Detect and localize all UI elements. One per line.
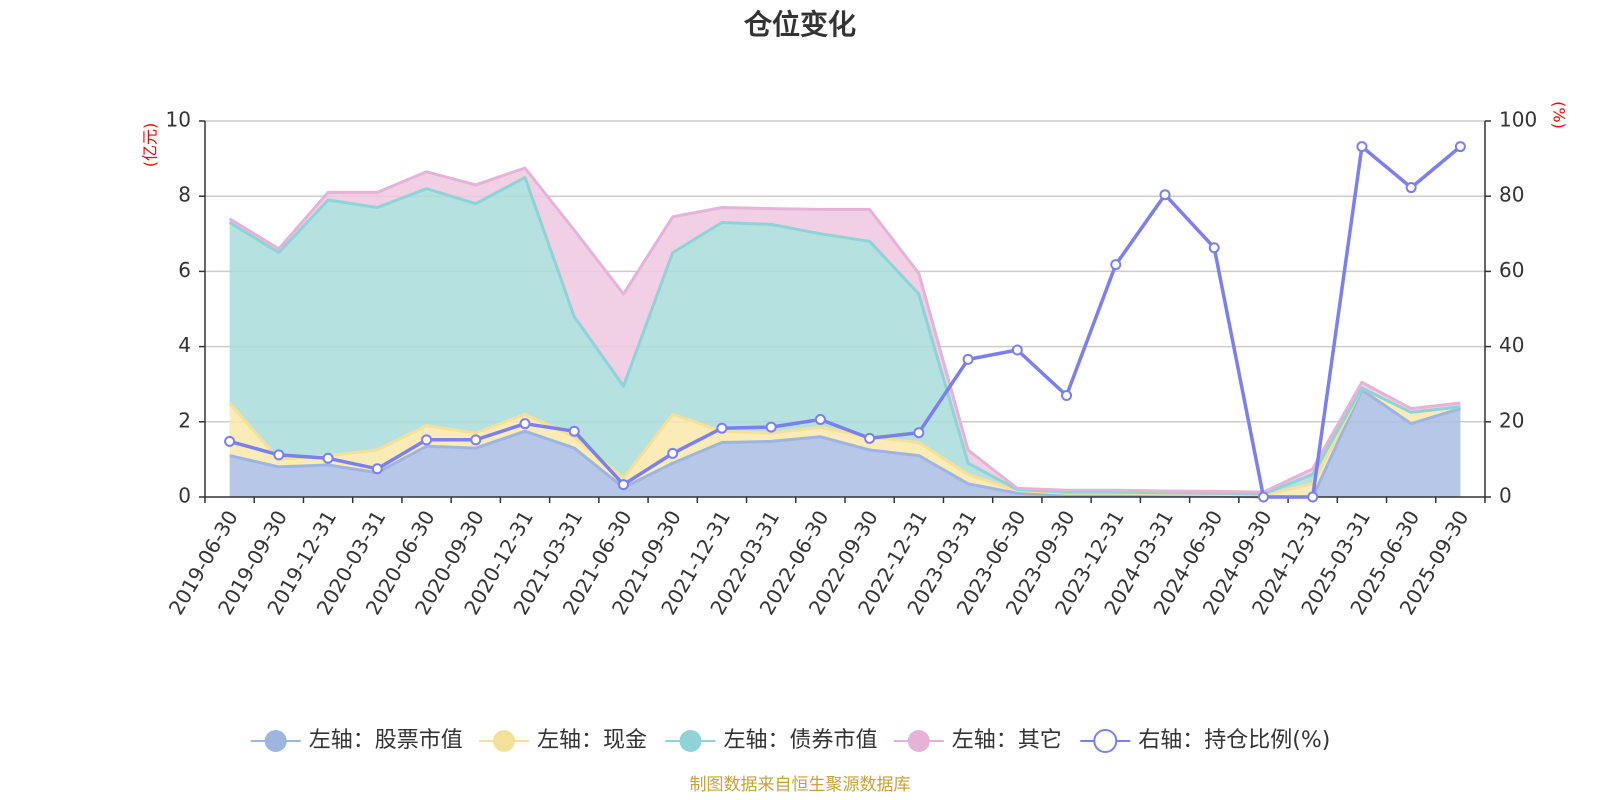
legend-label: 左轴：现金 xyxy=(537,728,647,753)
holding-ratio-point xyxy=(421,434,433,446)
legend-swatch-marker xyxy=(264,730,287,752)
area-edge-2 xyxy=(228,175,1461,496)
holding-ratio-point xyxy=(1405,182,1417,194)
holding-ratio-point xyxy=(371,463,383,475)
legend-label: 右轴：持仓比例(%) xyxy=(1138,728,1330,753)
holding-ratio-point xyxy=(1307,491,1319,503)
holding-ratio-point xyxy=(273,449,285,461)
holding-ratio-point xyxy=(470,434,482,446)
holding-ratio-point xyxy=(864,432,876,444)
legend-swatch-marker xyxy=(907,730,930,752)
left-axis-tick-label: 2 xyxy=(178,408,191,432)
legend: 左轴：股票市值 左轴：现金 左轴：债券市值 左轴：其它 右轴：持仓比例(%) xyxy=(250,728,1330,753)
left-axis-unit: (亿元) xyxy=(141,123,160,168)
holding-ratio-point xyxy=(962,353,974,365)
left-axis-tick-label: 10 xyxy=(166,108,191,132)
holding-ratio-point xyxy=(1011,344,1023,356)
right-axis-tick-label: 80 xyxy=(1499,183,1524,207)
legend-label: 左轴：债券市值 xyxy=(724,728,878,753)
stacked-areas xyxy=(228,166,1461,499)
holding-ratio-line xyxy=(229,144,1462,499)
holding-ratio-point xyxy=(1159,189,1171,201)
legend-item: 左轴：现金 xyxy=(479,728,647,753)
right-axis-tick-label: 0 xyxy=(1499,484,1512,508)
right-axis-unit: (%) xyxy=(1550,101,1569,129)
right-axis-tick-label: 40 xyxy=(1499,333,1524,357)
area-3 xyxy=(229,168,1461,494)
legend-item: 右轴：持仓比例(%) xyxy=(1080,728,1330,753)
holding-ratio-point xyxy=(519,418,531,430)
legend-label: 左轴：股票市值 xyxy=(309,728,463,753)
left-axis-tick-label: 6 xyxy=(178,258,191,282)
holding-ratio-point xyxy=(322,452,334,464)
legend-item: 左轴：股票市值 xyxy=(250,728,463,753)
left-axis-tick-label: 4 xyxy=(178,333,191,357)
holding-ratio-point xyxy=(1257,491,1269,503)
holding-ratio-point xyxy=(1208,242,1220,254)
legend-label: 左轴：其它 xyxy=(952,728,1062,753)
right-axis-tick-label: 100 xyxy=(1499,108,1537,132)
legend-swatch-marker xyxy=(493,730,515,752)
holding-ratio-point xyxy=(1454,141,1466,153)
left-axis-tick-label: 0 xyxy=(178,484,191,508)
legend-item: 左轴：债券市值 xyxy=(665,728,878,753)
holding-ratio-point xyxy=(765,421,777,433)
holding-ratio-point xyxy=(716,422,728,434)
holding-ratio-point xyxy=(667,447,679,459)
holding-ratio-point xyxy=(568,425,580,437)
holding-ratio-point xyxy=(1110,259,1122,271)
holding-ratio-point xyxy=(617,479,629,491)
holding-ratio-point xyxy=(913,427,925,439)
legend-swatch-marker xyxy=(1093,729,1118,753)
chart-title: 仓位变化 xyxy=(744,8,856,41)
holding-ratio-point xyxy=(814,414,826,426)
right-axis-tick-label: 60 xyxy=(1499,258,1524,282)
area-2 xyxy=(229,177,1461,496)
data-source-note: 制图数据来自恒生聚源数据库 xyxy=(690,775,911,795)
left-axis-tick-label: 8 xyxy=(178,183,191,207)
legend-item: 左轴：其它 xyxy=(893,728,1062,753)
legend-swatch-marker xyxy=(679,730,702,752)
holding-ratio-point xyxy=(224,435,236,447)
holding-ratio-point xyxy=(1356,141,1368,153)
holding-ratio-point xyxy=(1061,389,1073,401)
right-axis-tick-label: 20 xyxy=(1499,408,1524,432)
area-edge-3 xyxy=(228,166,1461,494)
holding-ratio-series xyxy=(224,141,1466,503)
